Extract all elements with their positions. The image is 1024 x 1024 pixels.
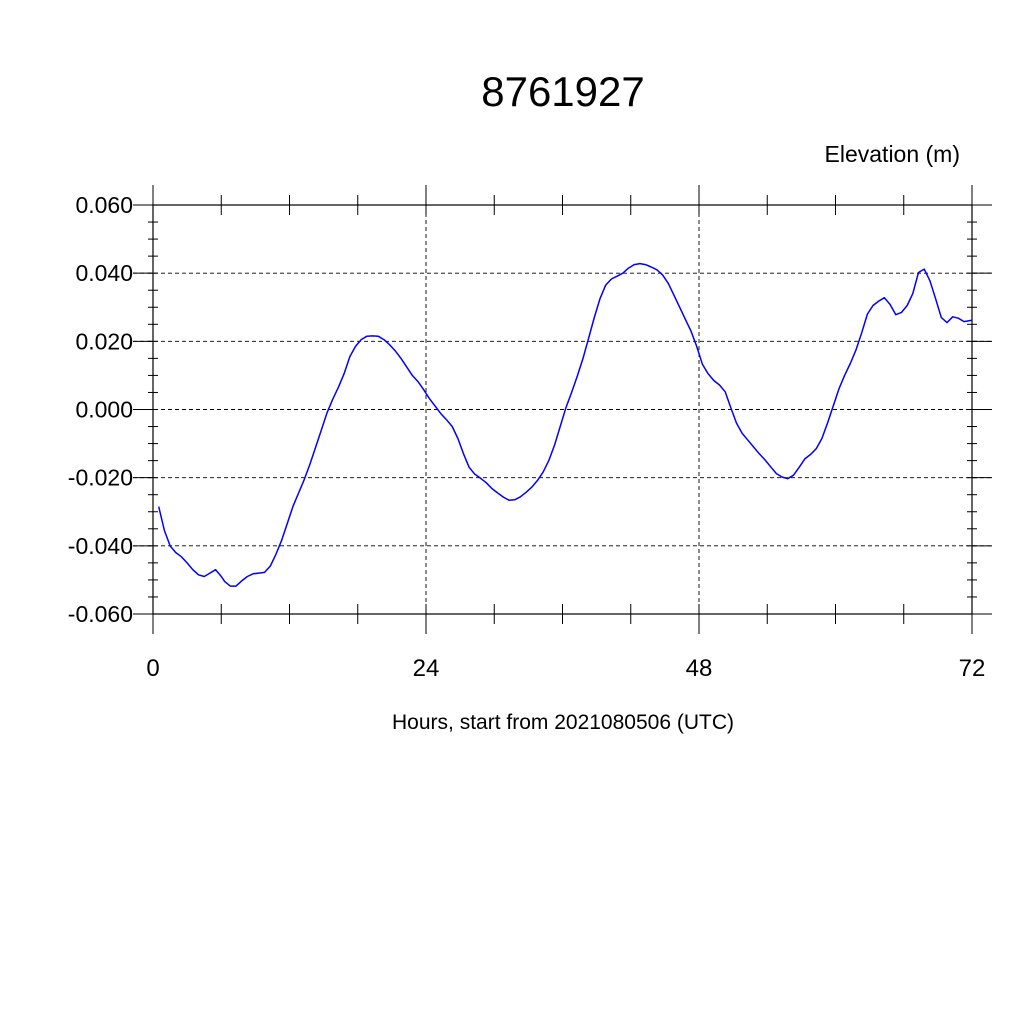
x-axis-label: Hours, start from 2021080506 (UTC) — [392, 711, 734, 734]
x-tick-label: 0 — [146, 655, 159, 682]
elevation-line — [157, 262, 973, 587]
x-tick-labels: 0 24 48 72 — [146, 655, 985, 682]
chart-title: 8761927 — [481, 68, 645, 115]
y-tick-label: -0.020 — [68, 465, 133, 491]
x-tick-label: 72 — [959, 655, 986, 682]
y-tick-label: -0.040 — [68, 533, 133, 559]
y-tick-label: 0.040 — [75, 260, 133, 286]
units-label: Elevation (m) — [825, 141, 960, 167]
x-tick-label: 48 — [686, 655, 713, 682]
series-layer — [157, 262, 973, 587]
plot-frame — [152, 204, 973, 615]
y-tick-labels: -0.060 -0.040 -0.020 0.000 0.020 0.040 0.060 — [68, 192, 133, 627]
x-tick-label: 24 — [413, 655, 440, 682]
y-tick-label: 0.020 — [75, 328, 133, 354]
y-tick-label: 0.000 — [75, 397, 133, 423]
y-tick-label: -0.060 — [68, 601, 133, 627]
y-tick-label: 0.060 — [75, 192, 133, 218]
